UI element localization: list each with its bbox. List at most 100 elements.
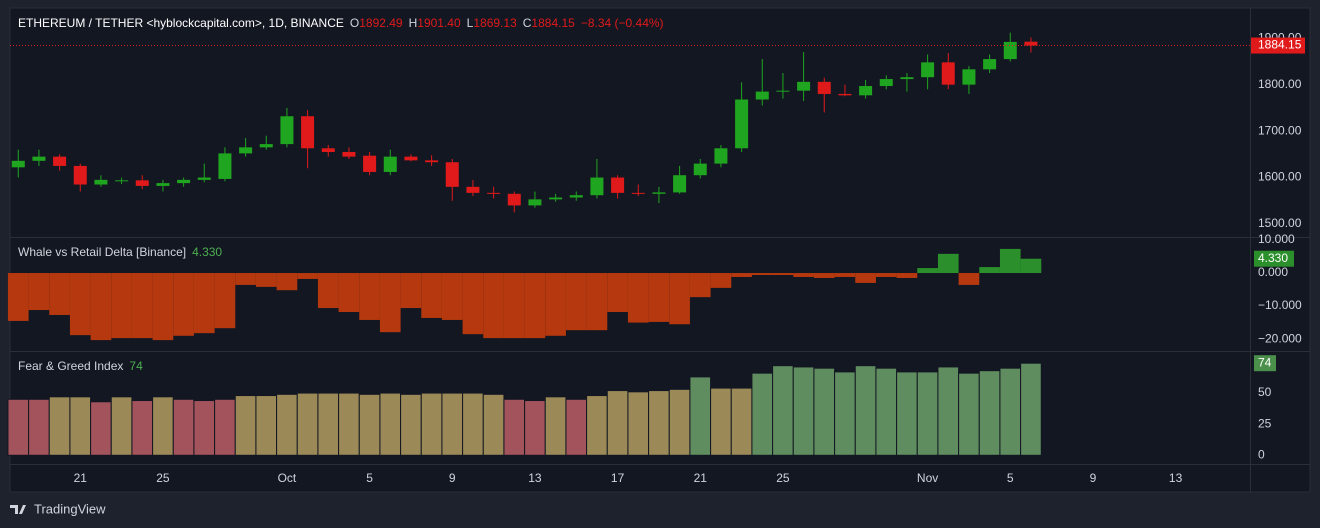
bar [214,398,236,456]
x-tick-label: 25 [156,471,170,485]
bar [937,253,959,274]
bar [710,387,732,456]
bar [1020,362,1042,456]
bar [420,392,443,456]
x-tick-label: 5 [1007,471,1014,485]
candle-body [549,197,563,200]
y-tick-label: −10.000 [1258,298,1302,312]
bar [731,273,752,277]
bar [813,273,835,278]
candle-body [94,179,108,185]
candle-body [921,62,935,78]
candle-body [466,186,480,193]
candle-body [383,156,397,172]
y-tick-label: 25 [1258,416,1272,430]
ohlc-value: 1892.49 [359,16,403,30]
bar [793,273,814,277]
x-tick-label: 21 [74,471,88,485]
bar [296,392,319,456]
pane-value: 4.330 [192,245,222,259]
bar [999,248,1021,274]
bar [1020,258,1042,274]
bar [772,273,794,276]
ohlc-key: L [467,16,474,30]
bar [978,370,1001,456]
candle-body [239,147,253,154]
bar [979,267,1000,274]
bar [214,273,236,329]
bar [441,273,463,320]
candle-body [32,156,46,161]
bar [193,400,216,456]
candle-body [693,163,707,176]
bar [772,365,794,456]
bar [297,273,318,279]
bar [937,366,960,456]
bar [524,273,546,339]
candle-body [156,183,170,186]
bar [875,273,897,277]
bar [751,273,773,276]
bar [172,398,195,456]
pane-title: Fear & Greed Index [18,359,123,373]
candle-body [900,77,914,80]
bar [648,390,670,456]
chart-title: ETHEREUM / TETHER <hyblockcapital.com>, … [18,16,344,30]
x-tick-label: 13 [528,471,542,485]
bar [338,392,360,456]
candle-body [714,148,728,164]
x-tick-label: 21 [694,471,708,485]
bar [462,273,484,335]
y-tick-label: 1500.00 [1258,216,1302,230]
bar [669,273,690,325]
bar [710,273,732,288]
candle-body [135,180,149,186]
pane-title: Whale vs Retail Delta [Binance] [18,245,186,259]
bar [131,273,153,339]
bar [400,273,422,309]
bar [792,366,815,456]
bar [338,273,360,313]
bar [482,393,505,456]
bar [503,273,525,339]
bar [28,273,50,311]
candle-body [507,193,521,206]
candle-body [755,91,769,100]
bar [627,391,650,456]
candle-body [115,180,129,182]
value-badge [1254,355,1276,372]
bar [813,367,836,456]
x-tick-label: 9 [449,471,456,485]
bar [255,395,278,456]
bar [462,392,484,456]
candle-body [859,86,873,96]
bar [689,273,711,298]
candle-body [983,59,997,70]
candle-body [197,177,211,180]
bar [28,398,50,456]
y-tick-label: 1700.00 [1258,123,1302,137]
bar [958,372,980,456]
candle-body [838,93,852,96]
pane-legend: Whale vs Retail Delta [Binance] 4.330 [18,245,222,259]
candle-body [941,62,955,85]
bar [49,273,70,315]
candle-body [776,90,790,92]
y-tick-label: 50 [1258,385,1272,399]
bar [730,387,753,456]
bar [111,273,132,339]
bar [896,273,918,278]
bar [173,273,194,336]
bar [255,273,277,287]
y-tick-label: −20.000 [1258,331,1302,345]
bar [834,273,856,277]
header: ETHEREUM / TETHER <hyblockcapital.com>, … [18,16,664,30]
candle-body [962,69,976,85]
last-price-badge [1251,37,1305,54]
bar [7,273,29,321]
bar [544,396,567,456]
bar [854,365,877,456]
bar [834,371,856,456]
